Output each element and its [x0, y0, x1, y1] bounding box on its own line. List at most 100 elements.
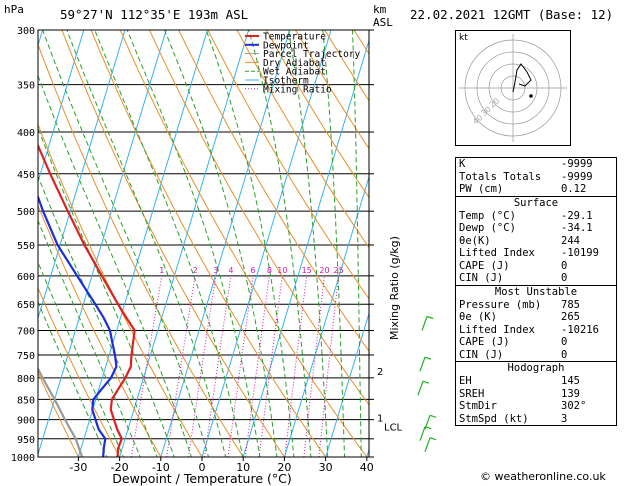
most-unstable-label: CIN (J) — [459, 348, 504, 361]
wet-adiabat — [66, 30, 227, 457]
wet-adiabat — [352, 30, 362, 457]
km-axis-unit: km — [373, 3, 387, 16]
hodograph-unit: kt — [459, 33, 468, 43]
dry-adiabat — [38, 286, 121, 457]
mixing-ratio-line — [258, 275, 283, 457]
wind-barb — [421, 316, 428, 331]
wet-adiabat — [126, 30, 261, 457]
legend-entry: Temperature — [263, 32, 326, 43]
surface-label: CAPE (J) — [459, 259, 510, 272]
surface-label: Dewp (°C) — [459, 222, 516, 234]
hodograph-line — [512, 63, 532, 93]
most-unstable-value: 0 — [561, 348, 568, 361]
series-parcel-trajectory — [38, 366, 84, 457]
mixing-ratio-line — [244, 275, 270, 457]
legend-entry: Dry Adiabat — [263, 58, 326, 69]
pressure-tick-label: 700 — [17, 327, 35, 338]
dry-adiabat — [265, 30, 369, 199]
dry-adiabat — [38, 204, 162, 457]
x-tick-label: -20 — [111, 461, 129, 474]
mixing-ratio-line — [303, 275, 325, 457]
hodograph-label: StmDir — [459, 400, 497, 412]
legend-entry: Mixing Ratio — [263, 84, 332, 95]
x-axis-label: Dewpoint / Temperature (°C) — [112, 471, 291, 486]
surface-row: CIN (J) 0 — [456, 272, 616, 285]
wet-adiabat — [322, 30, 346, 457]
wet-adiabat — [378, 30, 379, 474]
wet-adiabat — [38, 261, 124, 457]
most-unstable-row: CAPE (J) 0 — [456, 336, 616, 349]
isotherm-line — [38, 30, 126, 320]
x-tick-label: -30 — [69, 461, 87, 474]
wind-barb — [419, 356, 426, 372]
surface-value: 0 — [561, 259, 568, 272]
hodograph-row: StmSpd (kt) 3 — [456, 413, 616, 426]
wind-barb-flag — [424, 426, 432, 430]
x-tick-label: 40 — [360, 461, 374, 474]
index-label: PW (cm) — [459, 183, 504, 195]
index-row: Totals Totals -9999 — [456, 171, 616, 184]
wet-adiabat — [38, 300, 108, 457]
mixing-ratio-label: 15 — [302, 266, 312, 275]
surface-value: -34.1 — [561, 222, 593, 234]
pressure-tick-label: 300 — [17, 26, 35, 37]
wind-barb — [417, 380, 424, 396]
pressure-tick-label: 450 — [17, 170, 35, 181]
hodograph-row: EH 145 — [456, 375, 616, 388]
most-unstable-row: Lifted Index -10216 — [456, 324, 616, 337]
x-tick-label: -10 — [152, 461, 170, 474]
wet-adiabat — [287, 30, 329, 457]
most-unstable-label: CAPE (J) — [459, 336, 510, 348]
dry-adiabat — [90, 30, 327, 457]
axes: 1 2 3 4 6 8 10 15 20 2530035040045050055060065070… — [11, 26, 403, 474]
surface-row: Temp (°C) -29.1 — [456, 210, 616, 223]
mixing-ratio-label: 6 — [251, 266, 256, 275]
isotherm-line — [38, 30, 85, 184]
isotherm-line — [38, 30, 44, 47]
mixing-ratio-line — [166, 275, 196, 457]
dry-adiabat — [207, 30, 369, 300]
surface-label: Lifted Index — [459, 247, 535, 259]
mixing-ratio-label: 4 — [228, 266, 233, 275]
copyright: © weatheronline.co.uk — [480, 470, 606, 483]
most-unstable-row: CIN (J) 0 — [456, 349, 616, 362]
most-unstable-value: 265 — [561, 311, 580, 323]
x-tick-label: 0 — [199, 461, 206, 474]
wind-barb-flag — [426, 315, 434, 320]
isotherm-line — [38, 30, 167, 457]
most-unstable-section: Most Unstable Pressure (mb) 785 θe (K) 265 L… — [456, 284, 616, 362]
mixing-ratio-label: 10 — [277, 266, 287, 275]
plot-frame — [37, 29, 370, 458]
pressure-tick-label: 850 — [17, 395, 35, 406]
mixing-ratio-label: 25 — [334, 266, 344, 275]
mixing-ratio-line — [188, 275, 217, 457]
wet-adiabat — [94, 30, 244, 457]
mixing-ratio-label: 20 — [319, 266, 329, 275]
most-unstable-value: 0 — [561, 336, 568, 348]
most-unstable-label: Pressure (mb) — [459, 298, 542, 311]
profile-lines — [38, 143, 136, 457]
pressure-tick-label: 750 — [17, 351, 35, 362]
hodograph-section: Hodograph EH 145 SREH 139 StmDir 302° StmSpd (… — [456, 361, 616, 425]
pressure-tick-label: 350 — [17, 81, 35, 92]
wind-barb-flag — [422, 380, 430, 384]
isotherm-line — [242, 38, 369, 457]
index-row: PW (cm) 0.12 — [456, 183, 616, 196]
most-unstable-label: Lifted Index — [459, 323, 535, 336]
most-unstable-title: Most Unstable — [494, 285, 578, 298]
most-unstable-row: θe (K) 265 — [456, 311, 616, 324]
series-dewpoint — [38, 193, 118, 457]
mixing-ratio-label: 8 — [267, 266, 272, 275]
pressure-tick-label: 600 — [17, 272, 35, 283]
pressure-tick-label: 1000 — [11, 453, 35, 464]
pressure-tick-label: 650 — [17, 300, 35, 311]
hodograph-label: StmSpd (kt) — [459, 412, 529, 425]
pressure-tick-label: 800 — [17, 374, 35, 385]
surface-value: 0 — [561, 272, 568, 284]
isotherm-line — [201, 30, 332, 457]
surface-section: Surface Temp (°C) -29.1 Dewp (°C) -34.1 θe(K… — [456, 195, 616, 285]
wet-adiabat — [164, 30, 278, 457]
dry-adiabat — [61, 30, 286, 457]
